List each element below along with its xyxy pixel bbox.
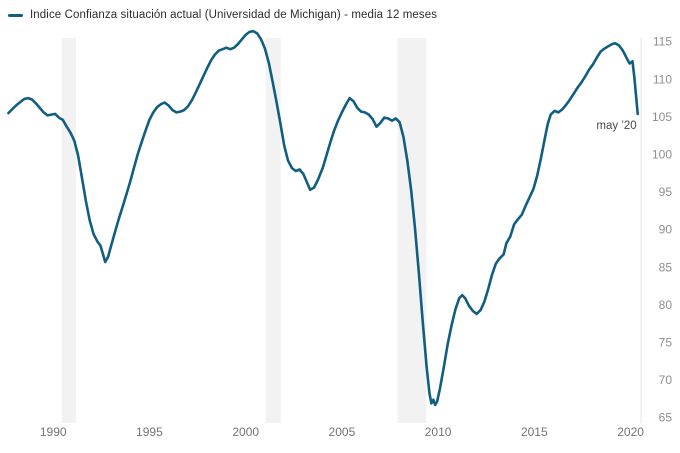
x-tick-label: 2020 (617, 425, 644, 439)
annotation-may-20: may ’20 (596, 120, 636, 132)
recession-band (397, 38, 427, 423)
y-tick-label: 85 (659, 260, 673, 274)
y-tick-label: 75 (659, 336, 673, 350)
y-tick-label: 65 (659, 411, 673, 425)
y-tick-label: 110 (653, 72, 672, 86)
y-tick-label: 80 (659, 298, 673, 312)
legend: Indice Confianza situación actual (Unive… (8, 9, 437, 21)
recession-band (61, 38, 76, 423)
series-line (7, 29, 639, 407)
recession-band (265, 38, 281, 423)
legend-line-swatch (8, 13, 23, 17)
y-tick-label: 90 (659, 223, 673, 237)
x-tick-label: 2010 (425, 425, 452, 439)
y-tick-label: 100 (652, 148, 672, 162)
x-tick-label: 2015 (521, 425, 548, 439)
x-tick-label: 1990 (40, 425, 67, 439)
legend-label: Indice Confianza situación actual (Unive… (30, 9, 438, 21)
x-tick-label: 2005 (329, 425, 356, 439)
x-tick-label: 2000 (232, 425, 259, 439)
x-tick-label: 1995 (136, 425, 163, 439)
y-tick-label: 70 (659, 373, 673, 387)
y-tick-label: 105 (652, 110, 672, 124)
y-tick-label: 95 (659, 185, 673, 199)
y-tick-label: 115 (653, 35, 672, 49)
